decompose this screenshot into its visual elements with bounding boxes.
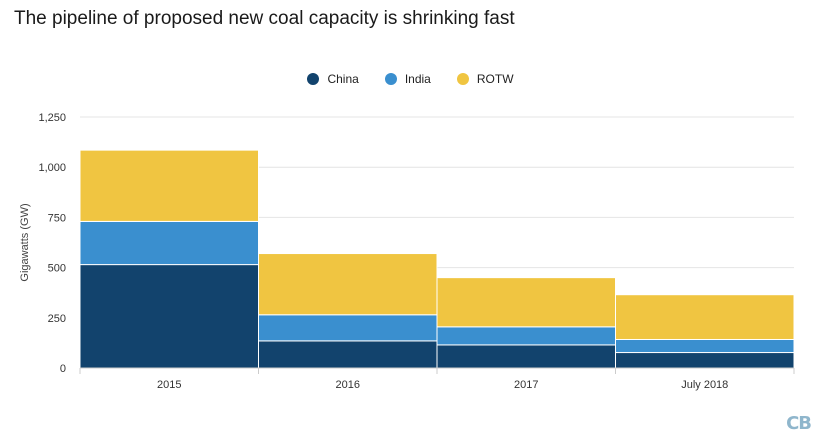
legend-item-india[interactable]: India [384, 72, 431, 86]
y-tick-label: 750 [48, 212, 66, 224]
y-tick-label: 1,000 [38, 162, 66, 174]
legend: China India ROTW [0, 72, 821, 86]
carbon-brief-logo: CB [786, 413, 812, 434]
bar-rotw-july-2018[interactable] [615, 294, 795, 340]
legend-label-rotw: ROTW [476, 72, 514, 86]
bar-india-2015[interactable] [79, 220, 259, 266]
legend-swatch-india [384, 73, 397, 85]
x-tick-label: July 2018 [681, 379, 728, 391]
bar-rotw-2015[interactable] [79, 149, 259, 222]
legend-swatch-china [307, 73, 320, 85]
bar-china-2016[interactable] [258, 340, 438, 369]
bar-india-july-2018[interactable] [615, 338, 795, 354]
legend-label-china: China [327, 72, 359, 86]
chart-title: The pipeline of proposed new coal capaci… [14, 8, 515, 29]
y-tick-label: 250 [48, 313, 66, 325]
legend-swatch-rotw [456, 73, 469, 85]
bar-rotw-2017[interactable] [436, 277, 616, 328]
x-tick-label: 2016 [336, 379, 360, 391]
legend-label-india: India [404, 72, 431, 86]
legend-item-rotw[interactable]: ROTW [456, 72, 514, 86]
x-tick-label: 2015 [157, 379, 181, 391]
bar-rotw-2016[interactable] [258, 253, 438, 316]
y-tick-label: 500 [48, 263, 66, 275]
y-tick-label: 1,250 [38, 112, 66, 124]
bar-india-2017[interactable] [436, 326, 616, 346]
x-tick-label: 2017 [514, 379, 538, 391]
bar-china-july-2018[interactable] [615, 352, 795, 369]
y-tick-label: 0 [60, 363, 66, 375]
y-axis-label: Gigawatts (GW) [19, 203, 31, 281]
bar-india-2016[interactable] [258, 314, 438, 342]
bar-china-2017[interactable] [436, 344, 616, 369]
bar-china-2015[interactable] [79, 264, 259, 369]
legend-item-china[interactable]: China [307, 72, 359, 86]
